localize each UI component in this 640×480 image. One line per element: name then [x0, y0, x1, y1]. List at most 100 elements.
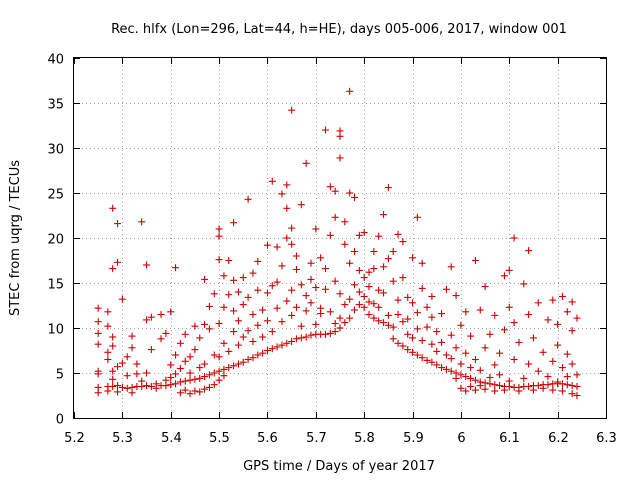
y-tick-label: 30 — [47, 143, 64, 158]
data-point — [201, 275, 209, 283]
y-tick-label: 15 — [47, 278, 64, 293]
data-point — [355, 301, 363, 309]
data-point — [215, 225, 223, 233]
data-point — [249, 338, 257, 345]
data-point — [230, 307, 238, 315]
data-point — [259, 306, 267, 314]
data-point — [384, 311, 392, 319]
data-point — [336, 290, 344, 298]
data-point — [220, 372, 228, 380]
data-point — [230, 362, 238, 370]
data-point — [162, 376, 170, 384]
data-point — [496, 349, 504, 357]
data-point — [321, 126, 329, 134]
data-point — [375, 232, 383, 240]
data-point — [510, 356, 518, 363]
data-point — [510, 234, 518, 242]
data-point — [205, 325, 213, 333]
data-point — [278, 341, 286, 349]
data-point — [467, 332, 475, 340]
data-point — [114, 220, 122, 228]
x-tick-label: 6.2 — [548, 431, 569, 446]
data-point — [186, 353, 194, 361]
data-point — [181, 377, 189, 385]
data-point — [462, 349, 470, 357]
data-point — [394, 311, 402, 318]
data-point — [307, 331, 315, 339]
data-point — [162, 329, 170, 337]
data-point — [186, 369, 194, 377]
data-point — [234, 317, 242, 325]
data-point — [520, 374, 528, 382]
data-point — [94, 329, 102, 337]
data-point — [496, 382, 504, 390]
data-point — [404, 330, 412, 338]
data-point — [273, 243, 281, 251]
data-point — [409, 299, 417, 307]
data-point — [152, 380, 160, 388]
data-point — [249, 354, 257, 362]
data-point — [573, 392, 581, 399]
x-tick-label: 5.7 — [306, 431, 327, 446]
data-point — [225, 347, 233, 355]
data-point — [370, 300, 378, 308]
data-point — [220, 365, 228, 373]
data-point — [457, 360, 465, 368]
data-point — [457, 384, 465, 392]
data-point — [423, 356, 431, 364]
x-tick-label: 5.5 — [209, 431, 230, 446]
data-point — [143, 261, 151, 269]
data-point — [215, 353, 223, 361]
data-point — [210, 351, 218, 359]
data-point — [404, 315, 412, 323]
data-point — [292, 252, 300, 260]
data-point — [413, 213, 421, 221]
data-point — [201, 320, 209, 328]
data-point — [244, 327, 252, 335]
data-point — [94, 389, 102, 397]
data-point — [138, 218, 146, 226]
data-point — [554, 341, 562, 349]
data-point — [486, 330, 494, 338]
data-point — [554, 320, 562, 328]
y-axis-label: STEC from uqrg / TECUs — [8, 160, 23, 316]
data-point — [114, 363, 122, 371]
data-point — [331, 187, 339, 195]
data-point — [143, 316, 151, 324]
y-tick-labels: 0 5 10 15 20 25 30 35 40 — [47, 53, 64, 428]
data-point — [355, 288, 363, 296]
data-point — [481, 379, 489, 387]
data-point — [481, 283, 489, 291]
data-point — [491, 361, 499, 369]
data-point — [375, 317, 383, 325]
data-point — [346, 87, 354, 95]
data-point — [360, 229, 368, 237]
data-point — [438, 310, 446, 318]
data-point — [331, 213, 339, 221]
data-point — [205, 371, 213, 379]
data-point — [360, 293, 368, 300]
data-point — [317, 304, 325, 312]
data-point — [254, 286, 262, 294]
data-point — [351, 248, 359, 255]
data-point — [215, 256, 223, 264]
data-point — [476, 382, 484, 390]
data-point — [346, 259, 354, 267]
data-point — [447, 331, 455, 339]
data-point — [230, 276, 238, 284]
data-point — [404, 346, 412, 354]
data-point — [128, 389, 136, 397]
data-point — [268, 177, 276, 185]
data-point — [104, 348, 112, 356]
data-point — [172, 264, 180, 272]
data-point — [312, 320, 320, 328]
data-point — [128, 344, 136, 352]
data-point — [389, 323, 397, 331]
data-point — [500, 326, 508, 334]
data-point — [515, 387, 523, 395]
data-point — [104, 356, 112, 363]
data-point — [365, 311, 373, 318]
data-point — [336, 314, 344, 322]
data-point — [568, 360, 576, 368]
